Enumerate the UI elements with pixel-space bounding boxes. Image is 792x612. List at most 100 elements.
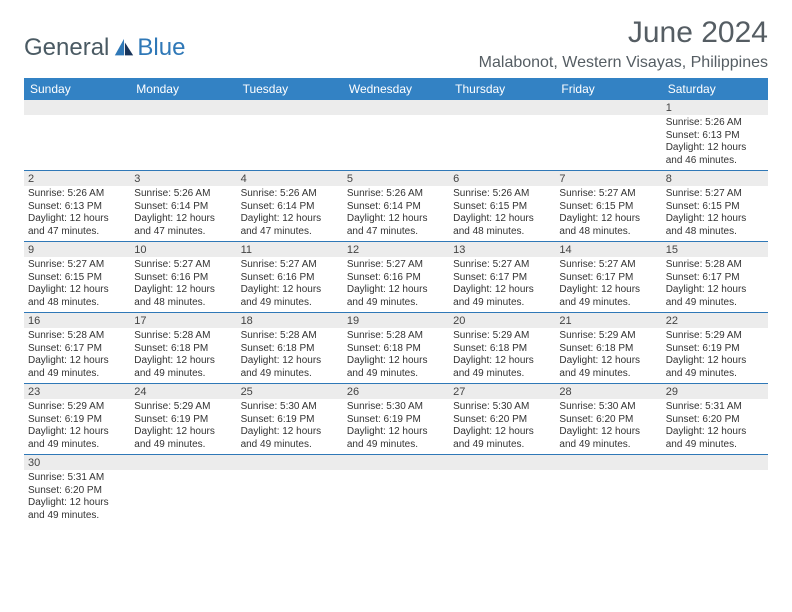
day-number (343, 100, 449, 115)
title-block: June 2024 Malabonot, Western Visayas, Ph… (479, 16, 768, 72)
day-info: Sunrise: 5:28 AMSunset: 6:17 PMDaylight:… (662, 257, 768, 312)
day-info: Sunrise: 5:30 AMSunset: 6:19 PMDaylight:… (343, 399, 449, 454)
daybody-row: Sunrise: 5:27 AMSunset: 6:15 PMDaylight:… (24, 257, 768, 312)
day-info (130, 470, 236, 525)
day-info: Sunrise: 5:27 AMSunset: 6:16 PMDaylight:… (130, 257, 236, 312)
day-number (130, 455, 236, 470)
day-number: 14 (555, 242, 661, 257)
dow-cell: Monday (130, 78, 236, 100)
day-info (449, 115, 555, 170)
day-info: Sunrise: 5:27 AMSunset: 6:15 PMDaylight:… (662, 186, 768, 241)
day-info: Sunrise: 5:31 AMSunset: 6:20 PMDaylight:… (662, 399, 768, 454)
day-number: 29 (662, 384, 768, 399)
calendar-week: 1 Sunrise: 5:26 AMSunset: 6:13 PMDayligh… (24, 100, 768, 171)
day-number (449, 100, 555, 115)
day-info: Sunrise: 5:26 AMSunset: 6:13 PMDaylight:… (24, 186, 130, 241)
day-info (237, 470, 343, 525)
day-info: Sunrise: 5:27 AMSunset: 6:17 PMDaylight:… (555, 257, 661, 312)
day-number (449, 455, 555, 470)
dow-cell: Friday (555, 78, 661, 100)
day-number: 7 (555, 171, 661, 186)
day-info: Sunrise: 5:27 AMSunset: 6:16 PMDaylight:… (343, 257, 449, 312)
dow-cell: Sunday (24, 78, 130, 100)
day-number (237, 100, 343, 115)
day-info: Sunrise: 5:30 AMSunset: 6:19 PMDaylight:… (237, 399, 343, 454)
day-info: Sunrise: 5:27 AMSunset: 6:16 PMDaylight:… (237, 257, 343, 312)
day-number (237, 455, 343, 470)
dow-cell: Thursday (449, 78, 555, 100)
brand-sail-icon (113, 37, 135, 59)
day-number (555, 100, 661, 115)
dow-cell: Tuesday (237, 78, 343, 100)
daynum-row: 23242526272829 (24, 384, 768, 399)
day-number: 25 (237, 384, 343, 399)
day-number: 28 (555, 384, 661, 399)
month-title: June 2024 (479, 16, 768, 50)
day-number (555, 455, 661, 470)
day-number: 23 (24, 384, 130, 399)
daynum-row: 30 (24, 455, 768, 470)
calendar-body: 1 Sunrise: 5:26 AMSunset: 6:13 PMDayligh… (24, 100, 768, 525)
day-info (555, 115, 661, 170)
day-number (130, 100, 236, 115)
day-info: Sunrise: 5:30 AMSunset: 6:20 PMDaylight:… (555, 399, 661, 454)
day-number: 3 (130, 171, 236, 186)
day-info: Sunrise: 5:26 AMSunset: 6:14 PMDaylight:… (130, 186, 236, 241)
day-number: 5 (343, 171, 449, 186)
day-info: Sunrise: 5:26 AMSunset: 6:13 PMDaylight:… (662, 115, 768, 170)
day-info (449, 470, 555, 525)
day-number: 21 (555, 313, 661, 328)
daybody-row: Sunrise: 5:29 AMSunset: 6:19 PMDaylight:… (24, 399, 768, 454)
daybody-row: Sunrise: 5:26 AMSunset: 6:13 PMDaylight:… (24, 115, 768, 170)
day-info: Sunrise: 5:27 AMSunset: 6:17 PMDaylight:… (449, 257, 555, 312)
day-number: 8 (662, 171, 768, 186)
day-number: 11 (237, 242, 343, 257)
day-info (237, 115, 343, 170)
calendar-week: 9101112131415Sunrise: 5:27 AMSunset: 6:1… (24, 242, 768, 313)
calendar-week: 16171819202122Sunrise: 5:28 AMSunset: 6:… (24, 313, 768, 384)
daynum-row: 16171819202122 (24, 313, 768, 328)
daynum-row: 9101112131415 (24, 242, 768, 257)
day-info: Sunrise: 5:26 AMSunset: 6:14 PMDaylight:… (237, 186, 343, 241)
day-number: 18 (237, 313, 343, 328)
brand-logo: GeneralBlue (24, 34, 185, 62)
calendar: SundayMondayTuesdayWednesdayThursdayFrid… (24, 78, 768, 525)
dow-cell: Saturday (662, 78, 768, 100)
header: GeneralBlue June 2024 Malabonot, Western… (24, 16, 768, 72)
day-info: Sunrise: 5:28 AMSunset: 6:18 PMDaylight:… (343, 328, 449, 383)
daynum-row: 1 (24, 100, 768, 115)
day-number: 22 (662, 313, 768, 328)
day-number (343, 455, 449, 470)
day-info (24, 115, 130, 170)
daynum-row: 2345678 (24, 171, 768, 186)
day-number: 12 (343, 242, 449, 257)
day-info: Sunrise: 5:27 AMSunset: 6:15 PMDaylight:… (555, 186, 661, 241)
day-info (343, 115, 449, 170)
day-info: Sunrise: 5:29 AMSunset: 6:18 PMDaylight:… (555, 328, 661, 383)
day-info: Sunrise: 5:28 AMSunset: 6:17 PMDaylight:… (24, 328, 130, 383)
day-info: Sunrise: 5:30 AMSunset: 6:20 PMDaylight:… (449, 399, 555, 454)
day-number: 1 (662, 100, 768, 115)
daybody-row: Sunrise: 5:28 AMSunset: 6:17 PMDaylight:… (24, 328, 768, 383)
calendar-week: 23242526272829Sunrise: 5:29 AMSunset: 6:… (24, 384, 768, 455)
day-number: 26 (343, 384, 449, 399)
day-info: Sunrise: 5:29 AMSunset: 6:19 PMDaylight:… (24, 399, 130, 454)
day-number: 20 (449, 313, 555, 328)
day-info: Sunrise: 5:26 AMSunset: 6:15 PMDaylight:… (449, 186, 555, 241)
day-info: Sunrise: 5:29 AMSunset: 6:18 PMDaylight:… (449, 328, 555, 383)
day-info: Sunrise: 5:31 AMSunset: 6:20 PMDaylight:… (24, 470, 130, 525)
day-number: 15 (662, 242, 768, 257)
day-info (555, 470, 661, 525)
dow-cell: Wednesday (343, 78, 449, 100)
day-info: Sunrise: 5:27 AMSunset: 6:15 PMDaylight:… (24, 257, 130, 312)
day-info: Sunrise: 5:28 AMSunset: 6:18 PMDaylight:… (237, 328, 343, 383)
day-info (662, 470, 768, 525)
day-number: 16 (24, 313, 130, 328)
day-number: 30 (24, 455, 130, 470)
daybody-row: Sunrise: 5:26 AMSunset: 6:13 PMDaylight:… (24, 186, 768, 241)
brand-part2: Blue (137, 34, 185, 62)
day-info (130, 115, 236, 170)
day-info (343, 470, 449, 525)
location: Malabonot, Western Visayas, Philippines (479, 54, 768, 72)
calendar-week: 30 Sunrise: 5:31 AMSunset: 6:20 PMDaylig… (24, 455, 768, 525)
